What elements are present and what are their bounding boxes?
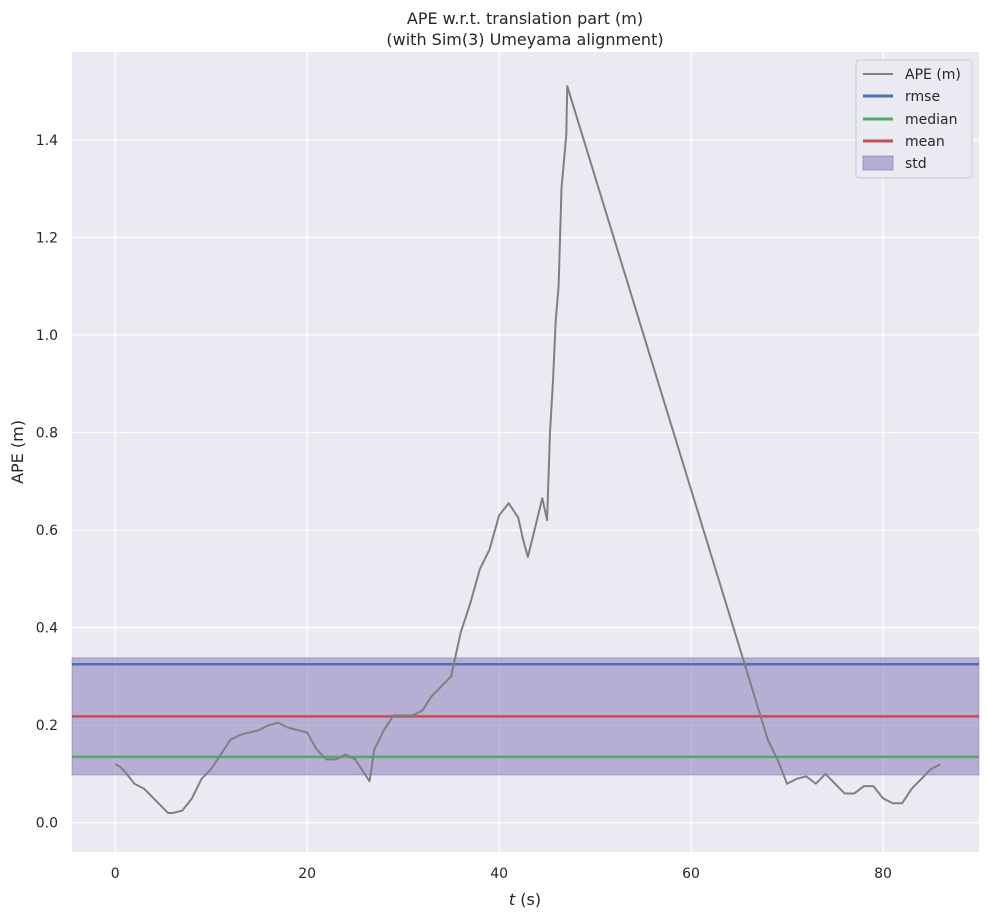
- series-layer: [114, 85, 942, 814]
- x-axis-label-unit: (s): [520, 890, 541, 909]
- x-axis-label-variable: t: [509, 890, 516, 909]
- stat-lines-layer: [72, 662, 979, 759]
- legend-label-median: median: [905, 112, 957, 128]
- legend-label-ape: APE (m): [905, 67, 961, 83]
- legend-label-std: std: [905, 156, 927, 172]
- legend: APE (m) rmse median mean std: [855, 59, 973, 179]
- y-tick-label: 0.6: [36, 523, 58, 539]
- y-tick-label: 0.4: [36, 621, 58, 637]
- y-tick-label: 1.4: [36, 133, 58, 149]
- y-tick-label: 0.0: [36, 816, 58, 832]
- y-axis-label: APE (m): [8, 420, 27, 484]
- y-tick-label: 0.2: [36, 718, 58, 734]
- x-tick-label: 60: [682, 866, 700, 882]
- ape-series-line: [114, 85, 942, 814]
- legend-label-rmse: rmse: [905, 89, 940, 105]
- chart-title: APE w.r.t. translation part (m): [407, 9, 643, 28]
- legend-label-mean: mean: [905, 134, 945, 150]
- x-tick-label: 0: [111, 866, 120, 882]
- x-axis-label: t (s): [509, 890, 541, 909]
- x-tick-label: 80: [874, 866, 892, 882]
- grid: [72, 52, 979, 852]
- y-tick-label: 1.2: [36, 230, 58, 246]
- x-tick-label: 40: [490, 866, 508, 882]
- x-tick-label: 20: [298, 866, 316, 882]
- y-tick-label: 1.0: [36, 328, 58, 344]
- legend-swatch-std: [862, 155, 894, 171]
- chart-subtitle: (with Sim(3) Umeyama alignment): [386, 30, 663, 49]
- tick-labels: 0 20 40 60 80 0.0 0.2 0.4 0.6 0.8 1.0 1.2 1.4: [36, 133, 892, 882]
- y-tick-label: 0.8: [36, 425, 58, 441]
- legend-box: [855, 59, 973, 179]
